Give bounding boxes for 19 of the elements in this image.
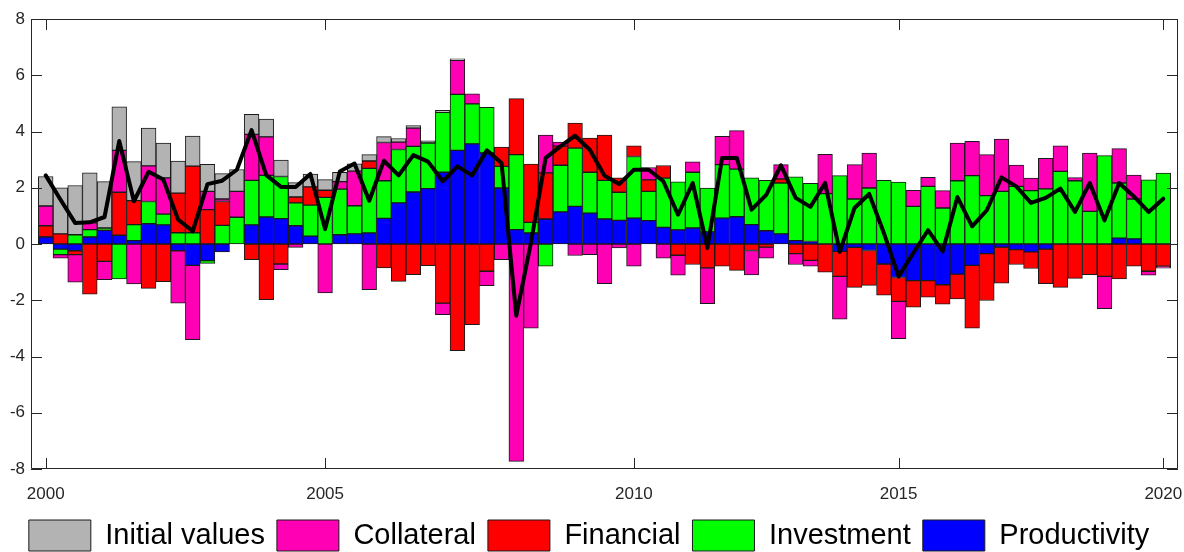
y-tick-label: 0 [15,233,25,253]
x-tick-label: 2015 [879,483,918,503]
y-tick-label: -6 [9,402,25,422]
y-tick-label: 6 [15,64,25,84]
legend-label: Initial values [105,517,265,550]
x-tick-label: 2020 [1144,483,1183,503]
y-tick-label: 8 [15,8,25,28]
x-tick-label: 2000 [26,483,65,503]
y-tick-label: 4 [15,121,25,141]
legend-label: Collateral [353,517,476,550]
x-tick-label: 2005 [306,483,345,503]
y-tick-label: -2 [9,289,25,309]
y-tick-label: 2 [15,177,25,197]
y-tick-label: -8 [9,458,25,478]
x-tick-label: 2010 [615,483,653,503]
legend-label: Investment [768,517,911,550]
y-tick-label: -4 [9,346,25,366]
legend-label: Productivity [999,517,1150,550]
legend-label: Financial [564,517,681,550]
